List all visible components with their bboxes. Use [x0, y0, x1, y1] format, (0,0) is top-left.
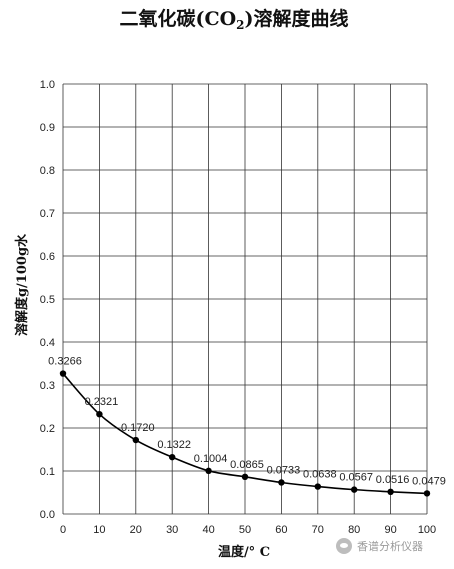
data-label: 0.1004	[194, 453, 228, 465]
data-label: 0.0733	[267, 464, 301, 476]
y-tick-label: 0.8	[40, 165, 55, 177]
y-tick-label: 0.7	[40, 208, 55, 220]
data-label: 0.1720	[121, 422, 155, 434]
data-label: 0.2321	[85, 396, 119, 408]
grid	[62, 83, 428, 515]
data-label: 0.0479	[412, 475, 446, 487]
wechat-icon	[336, 538, 352, 554]
chart-title: 二氧化碳(CO2)溶解度曲线	[119, 7, 348, 32]
watermark: 香谱分析仪器	[336, 538, 423, 554]
x-tick-label: 100	[418, 524, 436, 536]
x-tick-label: 90	[384, 524, 396, 536]
x-axis-title: 温度/° C	[218, 544, 270, 560]
data-point	[351, 486, 358, 493]
x-tick-label: 0	[60, 524, 66, 536]
x-tick-label: 70	[312, 524, 324, 536]
data-point	[132, 436, 139, 444]
y-tick-label: 0.3	[40, 380, 55, 392]
title-subscript: 2	[236, 18, 244, 32]
data-point	[241, 473, 249, 481]
data-label: 0.1322	[157, 439, 191, 451]
data-label: 0.0865	[230, 459, 264, 471]
data-points	[59, 370, 431, 497]
x-tick-label: 40	[202, 524, 214, 536]
data-label: 0.3266	[48, 356, 82, 368]
data-label: 0.0638	[303, 469, 337, 481]
y-tick-label: 0.4	[40, 337, 55, 349]
y-tick-label: 0.6	[40, 251, 55, 263]
title-main: 二氧化碳(CO	[119, 7, 236, 30]
y-tick-label: 1.0	[40, 79, 55, 91]
x-tick-label: 80	[348, 524, 360, 536]
x-tick-label: 50	[239, 524, 251, 536]
y-tick-label: 0.5	[40, 294, 55, 306]
y-tick-label: 0.9	[40, 122, 55, 134]
data-label: 0.0516	[376, 474, 410, 486]
data-point	[169, 453, 176, 461]
data-point	[278, 479, 285, 486]
y-tick-label: 0.2	[40, 423, 55, 435]
y-tick-label: 0.0	[40, 509, 55, 521]
data-point	[314, 483, 321, 490]
title-suffix: )溶解度曲线	[245, 7, 349, 30]
x-tick-label: 60	[275, 524, 287, 536]
data-point	[96, 410, 103, 418]
data-point	[205, 467, 212, 475]
x-tick-label: 30	[166, 524, 178, 536]
data-point	[59, 370, 67, 377]
x-tick-label: 10	[93, 524, 105, 536]
y-tick-label: 0.1	[40, 466, 55, 478]
x-tick-label: 20	[130, 524, 142, 536]
data-point	[423, 490, 431, 497]
y-tick-labels: 0.0 0.1 0.2 0.3 0.4 0.5 0.6 0.7 0.8 0.9 1.0	[40, 79, 55, 521]
data-label: 0.0567	[339, 472, 373, 484]
x-tick-labels: 0 10 20 30 40 50 60 70 80 90 100	[60, 524, 436, 536]
y-axis-title: 溶解度g/100g水	[14, 233, 30, 336]
watermark-text: 香谱分析仪器	[357, 540, 423, 553]
data-point	[387, 488, 394, 496]
